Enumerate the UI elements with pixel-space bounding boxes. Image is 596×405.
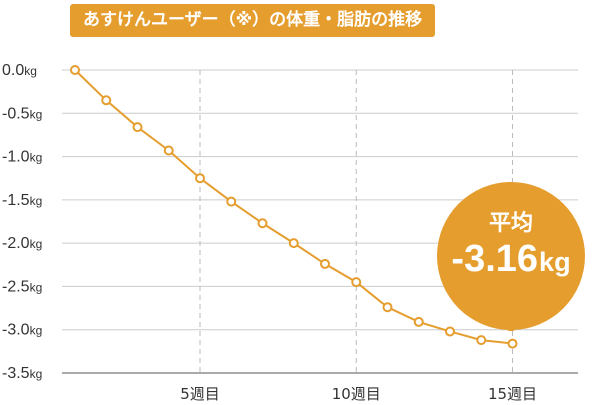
- data-point: [163, 145, 174, 156]
- data-point: [195, 173, 205, 184]
- data-point: [413, 316, 424, 327]
- x-tick-label: 10週目: [332, 385, 381, 403]
- y-tick-label: 0.0kg: [2, 62, 37, 79]
- data-point: [445, 326, 455, 337]
- y-tick-label: -3.5kg: [2, 365, 42, 382]
- y-tick-value: -3.0: [2, 322, 30, 339]
- y-tick-label: -0.5kg: [2, 105, 42, 122]
- y-tick-value: -3.5: [2, 365, 30, 382]
- data-point: [351, 277, 362, 288]
- y-tick-unit: kg: [30, 237, 43, 251]
- y-tick-label: -1.0kg: [2, 149, 42, 166]
- average-label: 平均: [488, 211, 533, 236]
- average-callout-bubble: [437, 182, 585, 331]
- chart-title: あすけんユーザー（※）の体重・脂肪の推移: [70, 4, 436, 37]
- y-tick-value: 0.0: [2, 62, 24, 79]
- y-tick-unit: kg: [30, 367, 43, 381]
- y-tick-unit: kg: [30, 151, 43, 165]
- y-tick-unit: kg: [30, 194, 43, 208]
- data-point: [257, 218, 268, 229]
- data-point: [476, 335, 487, 346]
- y-tick-label: -2.0kg: [2, 235, 42, 252]
- average-value: -3.16kg: [436, 238, 586, 281]
- y-tick-label: -1.5kg: [2, 192, 42, 209]
- data-point: [101, 95, 112, 106]
- y-tick-value: -0.5: [2, 105, 30, 122]
- data-point: [226, 196, 237, 207]
- data-point: [70, 65, 80, 75]
- data-point: [288, 238, 299, 249]
- y-tick-value: -1.5: [2, 192, 30, 209]
- y-tick-value: -2.5: [2, 278, 30, 295]
- y-tick-label: -2.5kg: [2, 278, 42, 295]
- y-tick-label: -3.0kg: [2, 322, 42, 339]
- data-point: [320, 258, 330, 269]
- data-point: [132, 122, 143, 133]
- y-tick-unit: kg: [24, 64, 37, 78]
- average-unit: kg: [539, 247, 571, 277]
- y-tick-unit: kg: [30, 107, 43, 121]
- y-tick-unit: kg: [30, 280, 43, 294]
- y-tick-value: -2.0: [2, 235, 30, 252]
- y-tick-value: -1.0: [2, 149, 30, 166]
- data-point: [382, 302, 393, 313]
- x-tick-label: 5週目: [180, 385, 220, 403]
- y-tick-unit: kg: [30, 324, 43, 338]
- average-number: -3.16: [451, 238, 539, 280]
- x-tick-label: 15週目: [488, 385, 537, 403]
- data-point: [507, 338, 518, 349]
